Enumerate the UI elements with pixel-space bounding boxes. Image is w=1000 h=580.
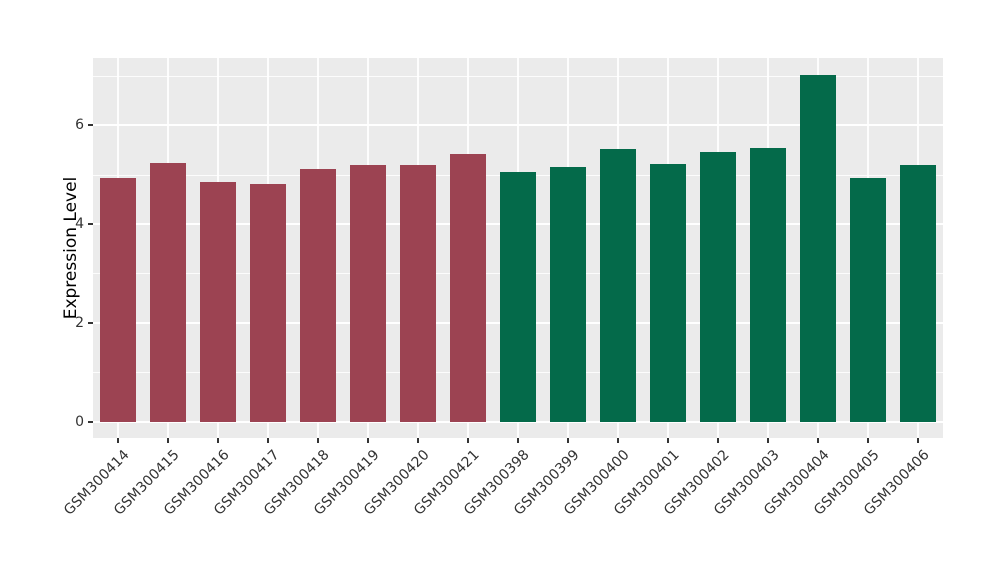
x-axis-tick	[267, 438, 269, 443]
bar	[150, 163, 186, 422]
bar	[250, 183, 286, 422]
bar	[300, 169, 336, 422]
bar	[550, 167, 586, 422]
y-tick-label: 2	[75, 314, 84, 331]
bar	[700, 152, 736, 422]
y-axis-tick	[88, 321, 93, 324]
bar	[350, 164, 386, 422]
x-axis-tick	[667, 438, 669, 443]
x-axis-tick	[717, 438, 719, 443]
x-axis-tick	[817, 438, 819, 443]
x-axis-tick	[467, 438, 469, 443]
y-tick-label: 4	[75, 216, 84, 233]
bar	[600, 149, 636, 422]
y-axis-tick	[88, 223, 93, 226]
bar	[400, 165, 436, 422]
bar	[850, 177, 886, 422]
x-axis-tick	[417, 438, 419, 443]
bar	[450, 154, 486, 422]
bar	[900, 165, 936, 422]
x-axis-tick	[867, 438, 869, 443]
x-axis-tick	[517, 438, 519, 443]
bar	[100, 178, 136, 422]
x-axis-tick	[617, 438, 619, 443]
x-axis-tick	[117, 438, 119, 443]
x-axis-tick	[767, 438, 769, 443]
x-axis-tick	[217, 438, 219, 443]
x-axis-tick	[317, 438, 319, 443]
y-tick-label: 0	[75, 413, 84, 430]
plot-panel	[93, 58, 943, 438]
x-axis-tick	[917, 438, 919, 443]
bar	[750, 147, 786, 422]
y-axis-tick	[88, 420, 93, 423]
bar	[200, 182, 236, 422]
x-axis-tick	[567, 438, 569, 443]
y-tick-label: 6	[75, 117, 84, 134]
bar	[800, 74, 836, 422]
y-axis-title: Expression Level	[61, 176, 81, 320]
bar	[650, 163, 686, 422]
x-axis-tick	[167, 438, 169, 443]
y-axis-tick	[88, 124, 93, 127]
bar	[500, 172, 536, 422]
x-axis-tick	[367, 438, 369, 443]
